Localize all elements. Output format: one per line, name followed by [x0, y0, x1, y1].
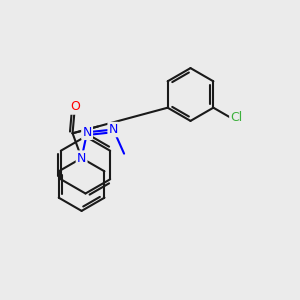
- Text: N: N: [77, 152, 86, 165]
- Text: N: N: [82, 126, 92, 139]
- Text: Cl: Cl: [230, 111, 243, 124]
- Text: N: N: [109, 123, 118, 136]
- Text: O: O: [70, 100, 80, 113]
